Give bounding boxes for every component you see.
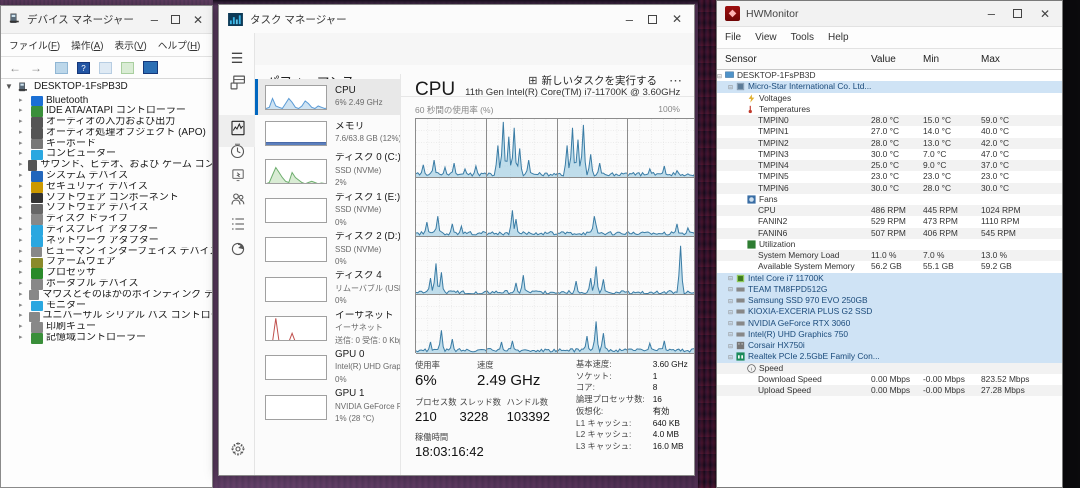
- svg-text:i: i: [751, 366, 752, 372]
